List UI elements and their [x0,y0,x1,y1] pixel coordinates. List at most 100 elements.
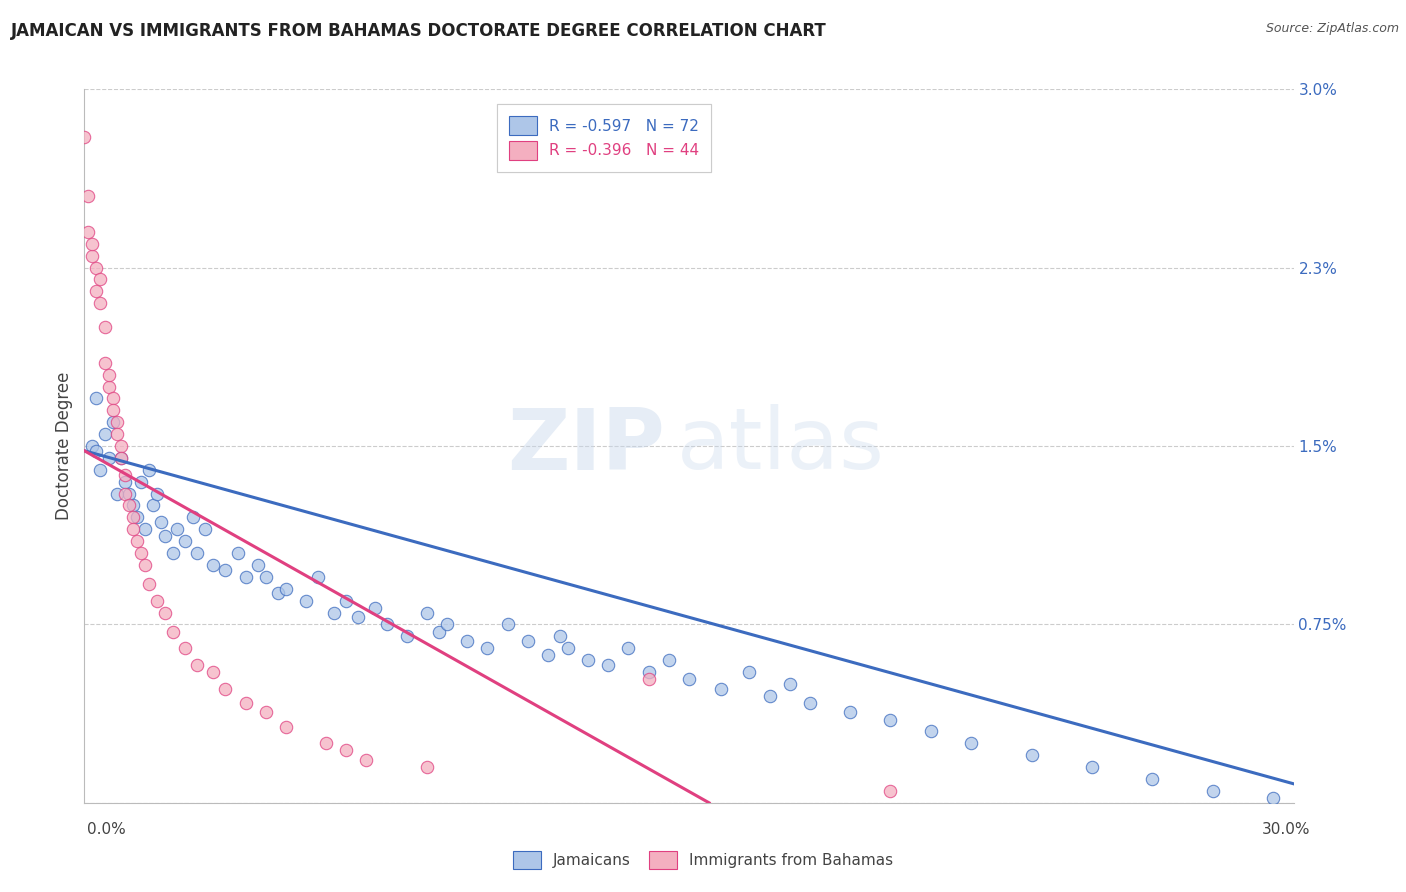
Point [879,713,901,727]
Point [89,272,111,286]
Point [1263,791,1285,805]
Point [114,486,136,500]
Point [496,617,519,632]
Text: ZIP: ZIP [508,404,665,488]
Point [121,510,143,524]
Point [73,129,96,144]
Point [101,403,124,417]
Point [142,499,165,513]
Point [174,641,197,656]
Point [235,570,257,584]
Point [93,427,115,442]
Point [153,606,176,620]
Point [86,285,108,299]
Point [114,467,136,482]
Point [82,439,104,453]
Point [121,499,143,513]
Point [295,593,318,607]
Point [166,522,188,536]
Point [598,657,620,672]
Point [274,720,297,734]
Point [226,546,249,560]
Point [678,672,700,686]
Point [658,653,681,667]
Point [395,629,418,643]
Point [121,522,143,536]
Point [86,392,108,406]
Point [97,379,120,393]
Point [153,529,176,543]
Point [194,522,217,536]
Point [134,558,156,572]
Point [134,522,156,536]
Point [363,600,385,615]
Point [125,510,148,524]
Point [637,665,659,679]
Point [82,236,104,251]
Point [93,320,115,334]
Point [246,558,269,572]
Point [254,570,277,584]
Point [617,641,640,656]
Text: 0.0%: 0.0% [87,822,127,837]
Point [323,606,346,620]
Point [274,582,297,596]
Point [214,563,236,577]
Legend: R = -0.597   N = 72, R = -0.396   N = 44: R = -0.597 N = 72, R = -0.396 N = 44 [498,104,711,172]
Point [347,610,370,624]
Point [129,546,152,560]
Text: JAMAICAN VS IMMIGRANTS FROM BAHAMAS DOCTORATE DEGREE CORRELATION CHART: JAMAICAN VS IMMIGRANTS FROM BAHAMAS DOCT… [11,22,827,40]
Point [97,368,120,382]
Point [356,753,378,767]
Point [101,415,124,429]
Point [1202,784,1225,798]
Point [86,443,108,458]
Point [118,486,141,500]
Point [335,593,357,607]
Point [738,665,761,679]
Point [110,450,132,465]
Point [110,450,132,465]
Point [779,677,801,691]
Point [181,510,204,524]
Point [799,696,821,710]
Point [557,641,579,656]
Point [537,648,560,663]
Point [125,534,148,549]
Point [162,624,184,639]
Text: 30.0%: 30.0% [1263,822,1310,837]
Point [416,606,439,620]
Point [114,475,136,489]
Point [86,260,108,275]
Point [110,439,132,453]
Point [118,499,141,513]
Point [335,743,357,757]
Point [174,534,197,549]
Point [920,724,942,739]
Point [186,657,208,672]
Point [758,689,780,703]
Point [436,617,458,632]
Point [960,736,983,750]
Point [427,624,450,639]
Point [77,225,100,239]
Point [82,249,104,263]
Point [456,634,478,648]
Point [186,546,208,560]
Point [477,641,499,656]
Legend: Jamaicans, Immigrants from Bahamas: Jamaicans, Immigrants from Bahamas [508,845,898,875]
Point [637,672,659,686]
Point [97,450,120,465]
Point [1021,748,1043,763]
Point [105,427,128,442]
Text: Source: ZipAtlas.com: Source: ZipAtlas.com [1265,22,1399,36]
Point [1081,760,1104,774]
Point [105,415,128,429]
Point [315,736,337,750]
Point [162,546,184,560]
Point [146,593,169,607]
Point [101,392,124,406]
Point [202,558,225,572]
Point [129,475,152,489]
Y-axis label: Doctorate Degree: Doctorate Degree [55,372,73,520]
